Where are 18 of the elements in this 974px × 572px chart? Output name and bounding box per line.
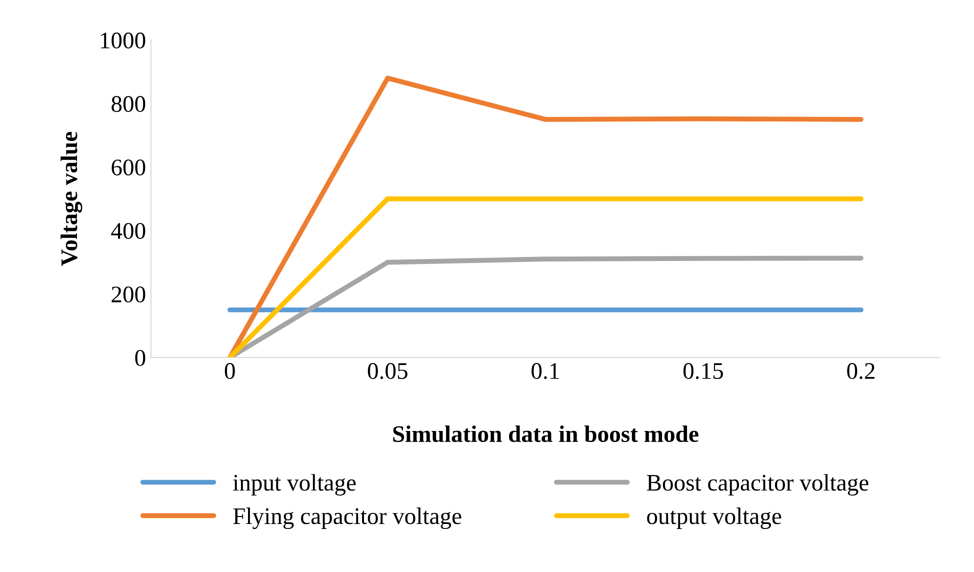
y-tick-label: 1000 — [100, 32, 146, 48]
x-tick-label: 0.1 — [532, 363, 559, 380]
legend-label: output voltage — [647, 508, 782, 530]
y-tick-label: 200 — [112, 286, 146, 302]
x-tick-label: 0.2 — [847, 363, 874, 380]
legend-label: input voltage — [233, 474, 356, 496]
y-axis-title: Voltage value — [60, 132, 82, 266]
y-tick-label: 0 — [135, 350, 146, 366]
line-series — [227, 76, 864, 358]
x-tick-label: 0.05 — [368, 363, 408, 380]
y-tick-label: 600 — [112, 160, 146, 176]
x-tick-label: 0.15 — [683, 363, 723, 380]
legend-label: Flying capacitor voltage — [233, 508, 462, 530]
legend-label: Boost capacitor voltage — [646, 474, 868, 496]
y-tick-label: 400 — [111, 223, 146, 239]
y-tick-label: 800 — [112, 96, 146, 112]
x-axis-title: Simulation data in boost mode — [393, 425, 698, 442]
x-tick-label: 0 — [224, 363, 235, 379]
